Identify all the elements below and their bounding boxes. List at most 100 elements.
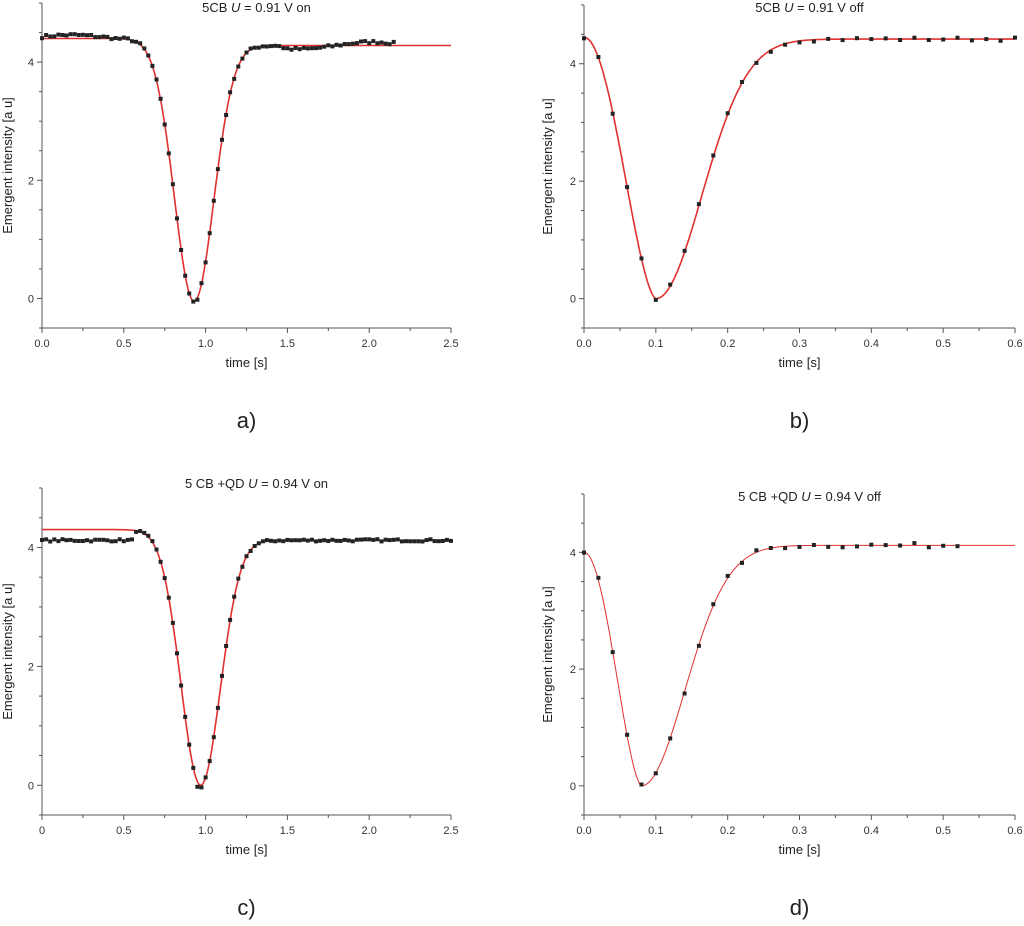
data-point xyxy=(232,76,237,81)
data-point xyxy=(898,543,903,548)
data-point xyxy=(289,538,294,543)
data-point xyxy=(146,533,151,538)
data-point xyxy=(260,539,265,544)
y-tick-label: 2 xyxy=(570,664,576,676)
data-point xyxy=(179,683,184,688)
x-tick-label: 0.2 xyxy=(720,338,735,350)
x-tick-label: 0.5 xyxy=(936,338,951,350)
data-point xyxy=(285,537,290,542)
data-point xyxy=(175,216,179,221)
data-point xyxy=(668,736,673,741)
panel-caption: b) xyxy=(790,408,810,433)
y-axis-label: Emergent intensity [a u] xyxy=(0,583,15,720)
data-point xyxy=(60,33,65,37)
data-point xyxy=(371,537,376,542)
y-axis-label: Emergent intensity [a u] xyxy=(540,98,555,235)
data-point xyxy=(273,43,278,48)
data-point xyxy=(236,576,241,581)
data-point xyxy=(113,539,118,544)
x-tick-label: 0.3 xyxy=(792,338,807,350)
x-tick-label: 0.6 xyxy=(1007,825,1022,837)
data-point xyxy=(89,539,94,544)
data-point xyxy=(224,644,229,648)
data-point xyxy=(811,543,816,547)
data-point xyxy=(215,705,220,710)
data-point xyxy=(912,35,917,40)
data-point xyxy=(207,231,212,236)
data-point xyxy=(56,32,61,37)
x-tick-label: 2.0 xyxy=(362,825,377,837)
data-point xyxy=(783,546,788,551)
data-point xyxy=(248,46,253,51)
data-point xyxy=(582,36,586,41)
data-point xyxy=(64,33,69,38)
data-point xyxy=(252,544,257,548)
x-tick-label: 0.1 xyxy=(648,825,663,837)
x-tick-label: 0.1 xyxy=(648,338,663,350)
data-point xyxy=(1013,35,1017,40)
data-point xyxy=(926,38,931,42)
data-point xyxy=(305,46,310,51)
data-point xyxy=(740,80,744,84)
data-point xyxy=(170,620,175,625)
data-point xyxy=(142,46,147,51)
data-point xyxy=(138,41,143,46)
data-point xyxy=(444,537,449,542)
data-point xyxy=(89,33,94,37)
data-point xyxy=(346,42,351,47)
data-point xyxy=(301,537,306,542)
data-point xyxy=(297,47,302,52)
data-point xyxy=(224,113,229,117)
data-point xyxy=(199,785,204,790)
data-point xyxy=(941,543,946,548)
y-tick-label: 0 xyxy=(570,294,576,306)
x-axis-label: time [s] xyxy=(779,842,821,857)
y-tick-label: 0 xyxy=(28,780,34,792)
data-point xyxy=(60,537,65,542)
data-point xyxy=(109,539,114,544)
data-point xyxy=(232,594,237,599)
data-point xyxy=(93,35,98,40)
x-tick-label: 0.0 xyxy=(576,338,591,350)
data-point xyxy=(309,537,314,542)
data-point xyxy=(346,538,351,543)
data-point xyxy=(269,538,273,543)
data-point xyxy=(56,539,61,544)
data-point xyxy=(596,55,601,59)
data-point xyxy=(314,539,318,544)
data-point xyxy=(264,44,269,49)
data-point xyxy=(969,38,974,43)
data-point xyxy=(85,33,89,38)
data-point xyxy=(338,538,343,543)
data-point xyxy=(289,47,294,52)
data-point xyxy=(301,45,306,50)
data-point xyxy=(682,248,687,253)
x-axis-label: time [s] xyxy=(226,842,268,857)
data-point xyxy=(314,46,318,51)
y-tick-label: 2 xyxy=(570,176,576,188)
data-point xyxy=(121,35,126,40)
data-point xyxy=(826,544,831,549)
x-tick-label: 0.4 xyxy=(864,825,879,837)
data-point xyxy=(424,538,429,543)
chart-panel-b: 0.0 0.1 0.2 0.3 0.4 0.5 0.6 0 2 4 time [s] Emergent… xyxy=(540,0,1023,433)
data-point xyxy=(240,56,245,61)
data-point xyxy=(955,35,960,40)
fit-curve xyxy=(42,528,451,787)
data-point xyxy=(696,202,701,207)
x-tick-label: 0.5 xyxy=(116,825,131,837)
data-point xyxy=(416,539,421,544)
data-point xyxy=(610,650,615,655)
x-tick-label: 2.0 xyxy=(362,338,377,350)
data-point xyxy=(175,651,179,656)
x-tick-label: 1.5 xyxy=(280,338,295,350)
data-point xyxy=(256,45,261,50)
data-point xyxy=(754,548,759,553)
x-tick-label: 1.0 xyxy=(198,825,213,837)
data-point xyxy=(52,34,57,39)
data-point xyxy=(277,538,282,543)
data-point xyxy=(252,45,257,50)
x-tick-label: 0.0 xyxy=(576,825,591,837)
data-point xyxy=(40,36,44,41)
data-point xyxy=(203,260,208,265)
